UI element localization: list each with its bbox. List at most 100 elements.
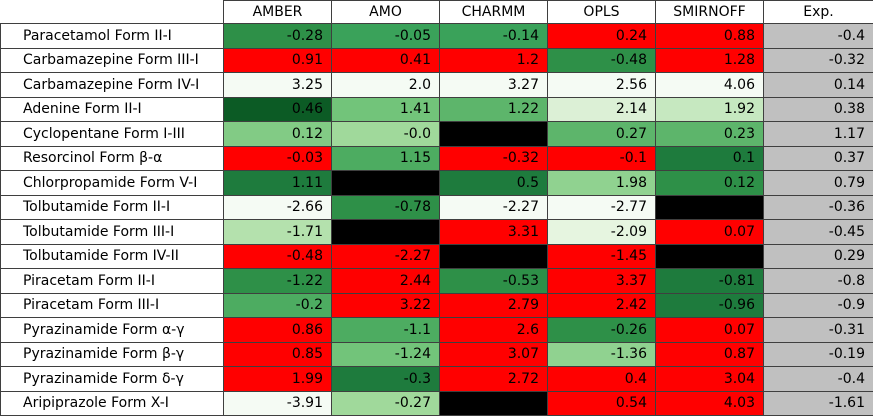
heatmap-cell: 2.72 <box>439 366 548 392</box>
row-label: Cyclopentane Form I-III <box>0 121 224 147</box>
column-header: CHARMM <box>439 0 548 25</box>
heatmap-row: Tolbutamide Form IV-II -0.48 -2.27 -1.45 0.2… <box>0 243 873 270</box>
heatmap-cell: -0.0 <box>331 121 440 147</box>
experimental-value-cell: 0.29 <box>763 243 873 270</box>
column-header: SMIRNOFF <box>655 0 764 25</box>
heatmap-cell: 1.28 <box>655 47 764 74</box>
heatmap-cell: -0.81 <box>655 268 764 294</box>
heatmap-cell <box>331 170 440 196</box>
heatmap-row: Aripiprazole Form X-I -3.91 -0.27 0.54 4.03-… <box>0 390 873 416</box>
experimental-value-cell: 0.37 <box>763 145 873 172</box>
row-label: Tolbutamide Form IV-II <box>0 243 224 270</box>
heatmap-cell: 3.07 <box>439 341 548 368</box>
heatmap-cell: 0.54 <box>547 390 656 416</box>
heatmap-cell: 3.25 <box>223 72 332 98</box>
heatmap-cell: 3.27 <box>439 72 548 98</box>
heatmap-cell: 1.15 <box>331 145 440 172</box>
row-label: Piracetam Form II-I <box>0 268 224 294</box>
experimental-value-cell: -0.45 <box>763 219 873 245</box>
experimental-value-cell: -0.9 <box>763 292 873 319</box>
heatmap-cell: -1.24 <box>331 341 440 368</box>
heatmap-cell: 3.37 <box>547 268 656 294</box>
heatmap-cell: 4.06 <box>655 72 764 98</box>
row-label: Resorcinol Form β-α <box>0 145 224 172</box>
heatmap-cell: 0.91 <box>223 47 332 74</box>
heatmap-cell: 2.56 <box>547 72 656 98</box>
heatmap-cell: 2.44 <box>331 268 440 294</box>
heatmap-cell: 3.22 <box>331 292 440 319</box>
heatmap-cell: 0.12 <box>223 121 332 147</box>
row-label: Tolbutamide Form II-I <box>0 194 224 221</box>
heatmap-cell <box>655 194 764 221</box>
experimental-value-cell: -0.4 <box>763 366 873 392</box>
heatmap-cell: -0.05 <box>331 23 440 49</box>
heatmap-cell: 3.31 <box>439 219 548 245</box>
column-header: OPLS <box>547 0 656 25</box>
heatmap-cell: 2.6 <box>439 317 548 343</box>
heatmap-row: Carbamazepine Form III-I 0.91 0.41 1.2 -0.48… <box>0 47 873 74</box>
heatmap-row: Cyclopentane Form I-III 0.12 -0.0 0.27 0.23 1… <box>0 121 873 147</box>
heatmap-cell: 1.11 <box>223 170 332 196</box>
heatmap-cell: -0.26 <box>547 317 656 343</box>
row-label: Chlorpropamide Form V-I <box>0 170 224 196</box>
heatmap-cell: -1.1 <box>331 317 440 343</box>
experimental-value-cell: 0.14 <box>763 72 873 98</box>
heatmap-row: Piracetam Form III-I -0.2 3.22 2.79 2.42 -0.9… <box>0 292 873 319</box>
heatmap-cell: 0.85 <box>223 341 332 368</box>
heatmap-cell: -2.66 <box>223 194 332 221</box>
heatmap-cell: 0.41 <box>331 47 440 74</box>
heatmap-cell: -1.45 <box>547 243 656 270</box>
experimental-value-cell: -0.36 <box>763 194 873 221</box>
heatmap-cell: 0.88 <box>655 23 764 49</box>
row-label: Adenine Form II-I <box>0 96 224 123</box>
heatmap-cell: 1.22 <box>439 96 548 123</box>
row-label: Pyrazinamide Form α-γ <box>0 317 224 343</box>
heatmap-row: Piracetam Form II-I -1.22 2.44 -0.53 3.37 -0.… <box>0 268 873 294</box>
heatmap-cell: -0.48 <box>223 243 332 270</box>
heatmap-cell: 0.46 <box>223 96 332 123</box>
heatmap-cell: 0.5 <box>439 170 548 196</box>
heatmap-cell: -0.2 <box>223 292 332 319</box>
heatmap-cell: -0.14 <box>439 23 548 49</box>
heatmap-cell: -0.27 <box>331 390 440 416</box>
heatmap-cell: 2.42 <box>547 292 656 319</box>
heatmap-cell: -1.22 <box>223 268 332 294</box>
heatmap-cell: 2.79 <box>439 292 548 319</box>
heatmap-cell: -0.53 <box>439 268 548 294</box>
heatmap-row: Tolbutamide Form II-I -2.66 -0.78 -2.27 -2.7… <box>0 194 873 221</box>
heatmap-cell: -2.27 <box>439 194 548 221</box>
heatmap-cell: -0.78 <box>331 194 440 221</box>
heatmap-cell: -0.1 <box>547 145 656 172</box>
heatmap-cell: 1.99 <box>223 366 332 392</box>
heatmap-cell: 2.14 <box>547 96 656 123</box>
heatmap-row: Adenine Form II-I 0.46 1.41 1.22 2.14 1.92 0.3… <box>0 96 873 123</box>
row-label: Paracetamol Form II-I <box>0 23 224 49</box>
row-label: Pyrazinamide Form β-γ <box>0 341 224 368</box>
heatmap-cell: -2.09 <box>547 219 656 245</box>
row-label: Carbamazepine Form IV-I <box>0 72 224 98</box>
heatmap-cell: -0.28 <box>223 23 332 49</box>
heatmap-cell: -1.36 <box>547 341 656 368</box>
heatmap-cell: -0.96 <box>655 292 764 319</box>
heatmap-cell <box>331 219 440 245</box>
heatmap-row: Pyrazinamide Form α-γ 0.86 -1.1 2.6 -0.26 0.0… <box>0 317 873 343</box>
heatmap-row: Paracetamol Form II-I -0.28 -0.05 -0.14 0.24… <box>0 23 873 49</box>
experimental-value-cell: 0.79 <box>763 170 873 196</box>
experimental-value-cell: 0.38 <box>763 96 873 123</box>
heatmap-cell: -2.77 <box>547 194 656 221</box>
heatmap-cell: 0.07 <box>655 317 764 343</box>
heatmap-cell: 0.07 <box>655 219 764 245</box>
column-header: Exp. <box>763 0 873 25</box>
heatmap-cell: 0.23 <box>655 121 764 147</box>
experimental-value-cell: -1.61 <box>763 390 873 416</box>
heatmap-cell: 0.24 <box>547 23 656 49</box>
heatmap-cell: -2.27 <box>331 243 440 270</box>
experimental-value-cell: -0.31 <box>763 317 873 343</box>
heatmap-cell: -0.48 <box>547 47 656 74</box>
heatmap-row: Chlorpropamide Form V-I 1.11 0.5 1.98 0.12 0.… <box>0 170 873 196</box>
heatmap-cell <box>439 243 548 270</box>
row-label: Aripiprazole Form X-I <box>0 390 224 416</box>
experimental-value-cell: -0.4 <box>763 23 873 49</box>
heatmap-cell: 1.41 <box>331 96 440 123</box>
